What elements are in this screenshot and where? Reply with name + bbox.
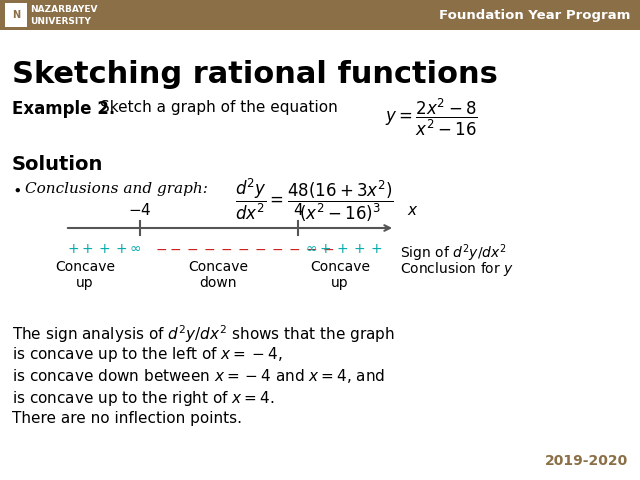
Text: Conclusion for $y$: Conclusion for $y$	[400, 260, 514, 278]
Text: down: down	[199, 276, 237, 290]
Text: $\dfrac{d^2y}{dx^2} = \dfrac{48(16 + 3x^2)}{(x^2 - 16)^3}$: $\dfrac{d^2y}{dx^2} = \dfrac{48(16 + 3x^…	[235, 177, 394, 225]
Text: Example 2.: Example 2.	[12, 100, 115, 118]
Text: Concave: Concave	[188, 260, 248, 274]
Bar	[0, 0, 640, 30]
Text: $4$: $4$	[292, 202, 303, 218]
Text: Sketching rational functions: Sketching rational functions	[12, 60, 498, 89]
Text: Sketch a graph of the equation: Sketch a graph of the equation	[100, 100, 338, 115]
Text: $-4$: $-4$	[128, 202, 152, 218]
Text: Conclusions and graph:: Conclusions and graph:	[25, 182, 208, 196]
Text: $- - - - - - - - - - -$: $- - - - - - - - - - -$	[155, 242, 335, 256]
Text: is concave down between $x = -4$ and $x = 4$, and: is concave down between $x = -4$ and $x …	[12, 367, 385, 385]
Text: up: up	[76, 276, 94, 290]
Text: UNIVERSITY: UNIVERSITY	[30, 16, 91, 25]
Bar	[5, 3, 27, 27]
Text: up: up	[331, 276, 349, 290]
Text: There are no inflection points.: There are no inflection points.	[12, 411, 242, 426]
Text: Concave: Concave	[310, 260, 370, 274]
Text: is concave up to the left of $x = -4$,: is concave up to the left of $x = -4$,	[12, 345, 282, 364]
Text: $x$: $x$	[407, 203, 419, 218]
Text: NAZARBAYEV: NAZARBAYEV	[30, 5, 97, 14]
Text: The sign analysis of $d^2y/dx^2$ shows that the graph: The sign analysis of $d^2y/dx^2$ shows t…	[12, 323, 395, 345]
Text: is concave up to the right of $x = 4$.: is concave up to the right of $x = 4$.	[12, 389, 275, 408]
Text: Foundation Year Program: Foundation Year Program	[438, 9, 630, 22]
Text: Solution: Solution	[12, 155, 104, 174]
Text: $\infty + + + +$: $\infty + + + +$	[305, 242, 383, 256]
Text: $y = \dfrac{2x^2 - 8}{x^2 - 16}$: $y = \dfrac{2x^2 - 8}{x^2 - 16}$	[385, 97, 478, 138]
Text: Concave: Concave	[55, 260, 115, 274]
Text: 2019-2020: 2019-2020	[545, 454, 628, 468]
Text: N: N	[12, 10, 20, 20]
Text: $\bullet$: $\bullet$	[12, 182, 21, 197]
Text: $+ + + +\infty$: $+ + + +\infty$	[67, 242, 142, 256]
Text: Sign of $d^2y/dx^2$: Sign of $d^2y/dx^2$	[400, 242, 507, 264]
